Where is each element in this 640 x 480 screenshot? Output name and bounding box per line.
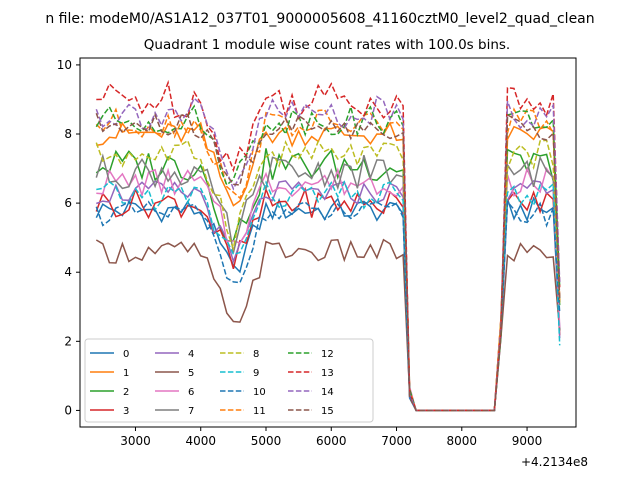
series-line-14 (95, 95, 561, 412)
y-tick-label: 4 (64, 265, 72, 279)
chart-title: Quadrant 1 module wise count rates with … (144, 37, 510, 53)
x-tick-label: 5000 (251, 434, 282, 448)
legend-label-12: 12 (321, 349, 334, 360)
legend-label-2: 2 (123, 387, 129, 398)
y-tick-label: 0 (64, 403, 72, 417)
y-tick-label: 6 (64, 196, 72, 210)
figure-suptitle: n file: modeM0/AS1A12_037T01_9000005608_… (45, 11, 594, 27)
legend-label-7: 7 (188, 406, 194, 417)
x-tick-label: 4000 (185, 434, 216, 448)
x-axis: 3000 4000 5000 6000 7000 8000 9000 (120, 427, 542, 448)
legend-label-0: 0 (123, 349, 129, 360)
legend-label-3: 3 (123, 406, 129, 417)
y-tick-label: 10 (57, 58, 72, 72)
legend-label-5: 5 (188, 368, 194, 379)
legend-label-1: 1 (123, 368, 129, 379)
series-layer (95, 79, 561, 412)
legend-label-13: 13 (321, 368, 334, 379)
x-offset-label: +4.2134e8 (521, 455, 588, 469)
x-tick-label: 6000 (316, 434, 347, 448)
y-tick-label: 8 (64, 127, 72, 141)
legend-label-14: 14 (321, 387, 334, 398)
legend-label-8: 8 (253, 349, 259, 360)
legend-label-11: 11 (253, 406, 266, 417)
legend-label-6: 6 (188, 387, 194, 398)
legend-label-4: 4 (188, 349, 194, 360)
x-tick-label: 8000 (447, 434, 478, 448)
x-tick-label: 7000 (381, 434, 412, 448)
legend-frame (84, 338, 374, 423)
x-tick-label: 9000 (512, 434, 543, 448)
legend-label-15: 15 (321, 406, 334, 417)
x-tick-label: 3000 (120, 434, 151, 448)
axes-frame (79, 57, 577, 428)
series-line-15 (95, 112, 561, 412)
legend-label-10: 10 (253, 387, 266, 398)
y-axis: 0 2 4 6 8 10 (57, 58, 80, 417)
series-line-13 (96, 79, 561, 412)
y-tick-label: 2 (64, 334, 72, 348)
legend-label-9: 9 (253, 368, 259, 379)
